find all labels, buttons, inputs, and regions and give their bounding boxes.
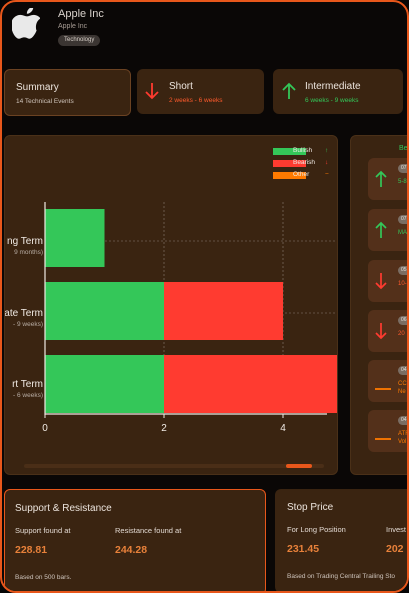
- legend-sign-bullish: ↑: [325, 147, 329, 154]
- event-text: 10-: [398, 281, 407, 287]
- legend-swatch-bearish: [273, 160, 306, 167]
- long-position-label: For Long Position: [287, 525, 346, 534]
- arrow-down-icon: [145, 82, 159, 100]
- bar-bearish[interactable]: [164, 282, 283, 340]
- bar-bullish[interactable]: [45, 209, 105, 267]
- support-resistance-title: Support & Resistance: [15, 503, 112, 514]
- category-label-short: rt Term - 6 weeks): [5, 379, 43, 409]
- bar-bearish[interactable]: [164, 355, 337, 413]
- event-date-pill: 07: [398, 164, 407, 173]
- legend-label-bullish: Bullish: [293, 147, 313, 154]
- resistance-label: Resistance found at: [115, 526, 182, 535]
- category-label-long: ng Term 9 months): [5, 236, 43, 266]
- x-tick-label: 0: [42, 423, 48, 434]
- event-date-pill: 04: [398, 366, 407, 375]
- short-subtitle: 2 weeks - 6 weeks: [169, 97, 223, 104]
- chart-scrollbar-track[interactable]: [24, 464, 324, 468]
- event-item[interactable]: 07 5-8: [368, 158, 407, 200]
- event-item[interactable]: 04 CC Ne: [368, 360, 407, 402]
- legend-bearish: Bearish ↓: [273, 159, 333, 168]
- stacked-bar-chart: 02468: [42, 202, 337, 434]
- intermediate-term-card[interactable]: Intermediate 6 weeks - 9 weeks: [273, 69, 403, 114]
- arrow-down-icon: [375, 322, 387, 345]
- event-date-pill: 06: [398, 316, 407, 325]
- legend-label-other: Other: [293, 171, 310, 178]
- event-item[interactable]: 05 10-: [368, 260, 407, 302]
- arrow-up-icon: [375, 170, 387, 193]
- long-position-value: 231.45: [287, 543, 320, 555]
- event-text-line2: Vol: [398, 439, 407, 445]
- legend-sign-other: −: [325, 171, 329, 178]
- event-date-pill: 04: [398, 416, 407, 425]
- investor-value: 202: [386, 543, 404, 555]
- support-resistance-card[interactable]: Support & Resistance Support found at 22…: [4, 489, 266, 591]
- legend-bullish: Bullish ↑: [273, 147, 333, 156]
- support-resistance-footnote: Based on 500 bars.: [15, 574, 72, 581]
- event-text: 20: [398, 331, 405, 337]
- dash-icon: [375, 378, 391, 396]
- events-list-header: Be: [399, 145, 408, 152]
- event-date-pill: 05: [398, 266, 407, 275]
- legend-sign-bearish: ↓: [325, 159, 329, 166]
- apple-logo-icon: [11, 6, 41, 40]
- x-tick-label: 2: [161, 423, 167, 434]
- event-text: 5-8: [398, 179, 407, 185]
- category-intermediate-title: ate Term: [5, 308, 43, 319]
- support-value: 228.81: [15, 544, 48, 556]
- stop-price-title: Stop Price: [287, 502, 334, 513]
- bar-bullish[interactable]: [45, 355, 164, 413]
- summary-title: Summary: [16, 82, 59, 93]
- technical-events-chart-card: Bullish ↑ Bearish ↓ Other − 02468 ng Ter…: [4, 135, 338, 475]
- short-title: Short: [169, 81, 193, 92]
- x-tick-label: 4: [280, 423, 286, 434]
- event-text: ATF: [398, 431, 409, 437]
- category-long-sub: 9 months): [14, 249, 43, 256]
- investor-label: Invest: [386, 525, 407, 534]
- category-short-title: rt Term: [12, 379, 43, 390]
- bar-bullish[interactable]: [45, 282, 164, 340]
- short-term-card[interactable]: Short 2 weeks - 6 weeks: [137, 69, 264, 114]
- legend-other: Other −: [273, 171, 333, 180]
- arrow-down-icon: [375, 272, 387, 295]
- company-name: Apple Inc: [58, 8, 104, 20]
- support-label: Support found at: [15, 526, 71, 535]
- event-date-pill: 07: [398, 215, 407, 224]
- category-label-intermediate: ate Term - 9 weeks): [5, 308, 43, 338]
- event-text: CC: [398, 381, 407, 387]
- intermediate-title: Intermediate: [305, 81, 361, 92]
- sector-badge: Technology: [58, 35, 101, 46]
- event-item[interactable]: 04 ATF Vol: [368, 410, 409, 452]
- summary-card[interactable]: Summary 14 Technical Events: [4, 69, 131, 116]
- legend-swatch-bullish: [273, 148, 306, 155]
- summary-subtitle: 14 Technical Events: [16, 98, 74, 105]
- chart-scrollbar-thumb[interactable]: [286, 464, 312, 468]
- legend-label-bearish: Bearish: [293, 159, 316, 166]
- category-intermediate-sub: - 9 weeks): [13, 321, 43, 328]
- event-item[interactable]: 06 20: [368, 310, 407, 352]
- legend-swatch-other: [273, 172, 306, 179]
- stop-price-footnote: Based on Trading Central Trailing Sto: [287, 573, 396, 580]
- resistance-value: 244.28: [115, 544, 148, 556]
- event-text: MA: [398, 230, 407, 236]
- stop-price-card[interactable]: Stop Price For Long Position 231.45 Inve…: [275, 489, 407, 591]
- arrow-up-icon: [282, 82, 296, 100]
- category-short-sub: - 6 weeks): [13, 392, 43, 399]
- arrow-up-icon: [375, 221, 387, 244]
- intermediate-subtitle: 6 weeks - 9 weeks: [305, 97, 359, 104]
- company-ticker: Apple Inc: [58, 23, 88, 30]
- category-long-title: ng Term: [7, 236, 43, 247]
- event-item[interactable]: 07 MA: [368, 209, 407, 251]
- dash-icon: [375, 428, 391, 446]
- event-text-line2: Ne: [398, 389, 406, 395]
